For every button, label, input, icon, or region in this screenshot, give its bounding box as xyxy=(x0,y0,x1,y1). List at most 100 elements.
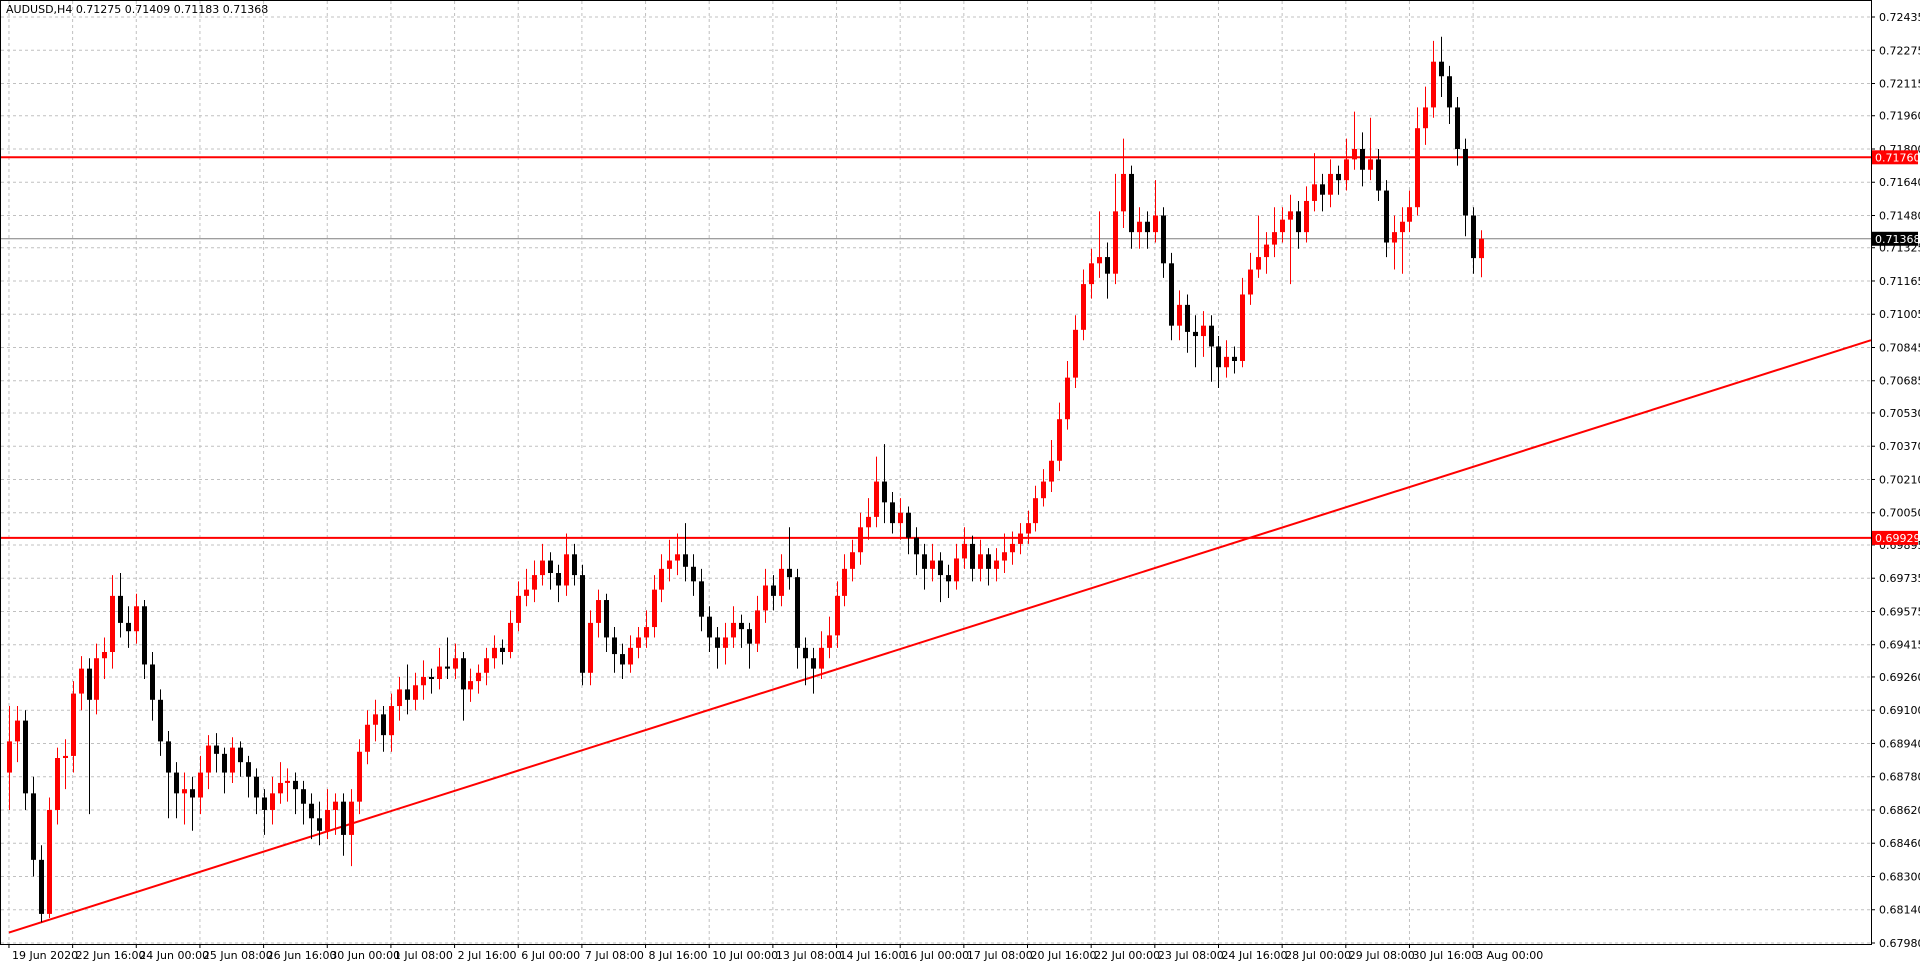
candle-body xyxy=(1479,238,1484,259)
candle-body xyxy=(429,676,434,680)
candle-body xyxy=(1129,173,1134,233)
candle-body xyxy=(906,512,911,538)
candle-body xyxy=(413,685,418,700)
candle-body xyxy=(811,658,816,669)
candle-body xyxy=(357,751,362,802)
candle-body xyxy=(1041,481,1046,499)
candle-body xyxy=(1392,232,1397,243)
candle-body xyxy=(803,647,808,659)
candle-body xyxy=(572,554,577,576)
candle-body xyxy=(1344,159,1349,181)
candle-body xyxy=(938,560,943,576)
candle-body xyxy=(1097,257,1102,264)
candle-body xyxy=(500,647,505,653)
candle-body xyxy=(540,560,545,576)
candle-body xyxy=(142,606,147,665)
candle-body xyxy=(476,672,481,682)
x-tick-label: 7 Jul 08:00 xyxy=(585,949,644,962)
candle-body xyxy=(1415,128,1420,208)
price-label-box xyxy=(1872,150,1918,165)
candle-body xyxy=(596,600,601,623)
candle-body xyxy=(1288,211,1293,220)
y-tick-label: 0.70685 xyxy=(1879,375,1920,388)
candle-body xyxy=(898,512,903,524)
candle-body xyxy=(954,558,959,582)
candle-body xyxy=(580,575,585,673)
candle-body xyxy=(1161,215,1166,264)
candle-body xyxy=(604,600,609,638)
candle-body xyxy=(1216,346,1221,368)
y-tick-label: 0.68140 xyxy=(1879,904,1920,917)
candle-body xyxy=(1471,215,1476,259)
candle-body xyxy=(461,658,466,690)
candle-body xyxy=(1113,211,1118,274)
candle-body xyxy=(301,789,306,804)
candle-body xyxy=(970,543,975,569)
candle-body xyxy=(1026,523,1031,534)
candle-body xyxy=(1010,543,1015,553)
candle-body xyxy=(158,699,163,742)
candle-body xyxy=(492,647,497,659)
candle-body xyxy=(1455,107,1460,149)
candle-body xyxy=(1328,173,1333,195)
candle-body xyxy=(1177,304,1182,326)
price-label: 0.69929 xyxy=(1875,532,1920,545)
candle-body xyxy=(214,745,219,754)
candle-body xyxy=(994,560,999,569)
candle-body xyxy=(978,554,983,569)
candle-body xyxy=(23,720,28,794)
price-label: 0.71760 xyxy=(1875,151,1920,164)
candle-body xyxy=(819,647,824,669)
x-tick-label: 17 Jul 08:00 xyxy=(967,949,1033,962)
x-tick-label: 8 Jul 16:00 xyxy=(649,949,708,962)
candle-body xyxy=(1264,244,1269,258)
candle-body xyxy=(1065,377,1070,420)
y-tick-label: 0.72435 xyxy=(1879,11,1920,24)
candle-body xyxy=(1018,533,1023,544)
candle-body xyxy=(1002,552,1007,561)
candle-body xyxy=(254,776,259,798)
candle-body xyxy=(39,859,44,914)
candle-body xyxy=(1145,221,1150,233)
candle-body xyxy=(986,554,991,569)
candle-body xyxy=(421,676,426,686)
candle-body xyxy=(962,543,967,559)
x-tick-label: 10 Jul 00:00 xyxy=(712,949,778,962)
y-tick-label: 0.71005 xyxy=(1879,308,1920,321)
candle-body xyxy=(858,527,863,553)
y-tick-label: 0.70530 xyxy=(1879,407,1920,420)
y-tick-label: 0.71960 xyxy=(1879,110,1920,123)
candle-body xyxy=(850,552,855,569)
x-tick-label: 24 Jun 00:00 xyxy=(139,949,209,962)
candle-body xyxy=(102,652,107,659)
candle-body xyxy=(373,714,378,725)
x-tick-label: 30 Jul 16:00 xyxy=(1412,949,1478,962)
candle-body xyxy=(612,637,617,655)
candle-body xyxy=(325,809,330,831)
candle-body xyxy=(55,758,60,810)
candle-body xyxy=(1320,184,1325,195)
x-tick-label: 22 Jul 00:00 xyxy=(1094,949,1160,962)
x-tick-label: 23 Jul 08:00 xyxy=(1158,949,1224,962)
candle-body xyxy=(564,554,569,586)
candle-body xyxy=(1463,148,1468,216)
candle-body xyxy=(198,772,203,798)
candle-body xyxy=(1049,460,1054,482)
candle-body xyxy=(1376,159,1381,191)
candle-body xyxy=(1057,419,1062,461)
y-tick-label: 0.72275 xyxy=(1879,44,1920,57)
candle-body xyxy=(652,589,657,628)
candle-body xyxy=(389,706,394,736)
candle-body xyxy=(636,637,641,648)
y-tick-label: 0.72115 xyxy=(1879,78,1920,91)
candle-body xyxy=(930,560,935,569)
candle-body xyxy=(397,689,402,707)
x-tick-label: 24 Jul 16:00 xyxy=(1221,949,1287,962)
candle-body xyxy=(71,693,76,756)
candle-body xyxy=(1384,190,1389,243)
candle-body xyxy=(246,762,251,777)
candle-body xyxy=(715,637,720,648)
candle-body xyxy=(532,575,537,590)
candle-body xyxy=(675,554,680,561)
